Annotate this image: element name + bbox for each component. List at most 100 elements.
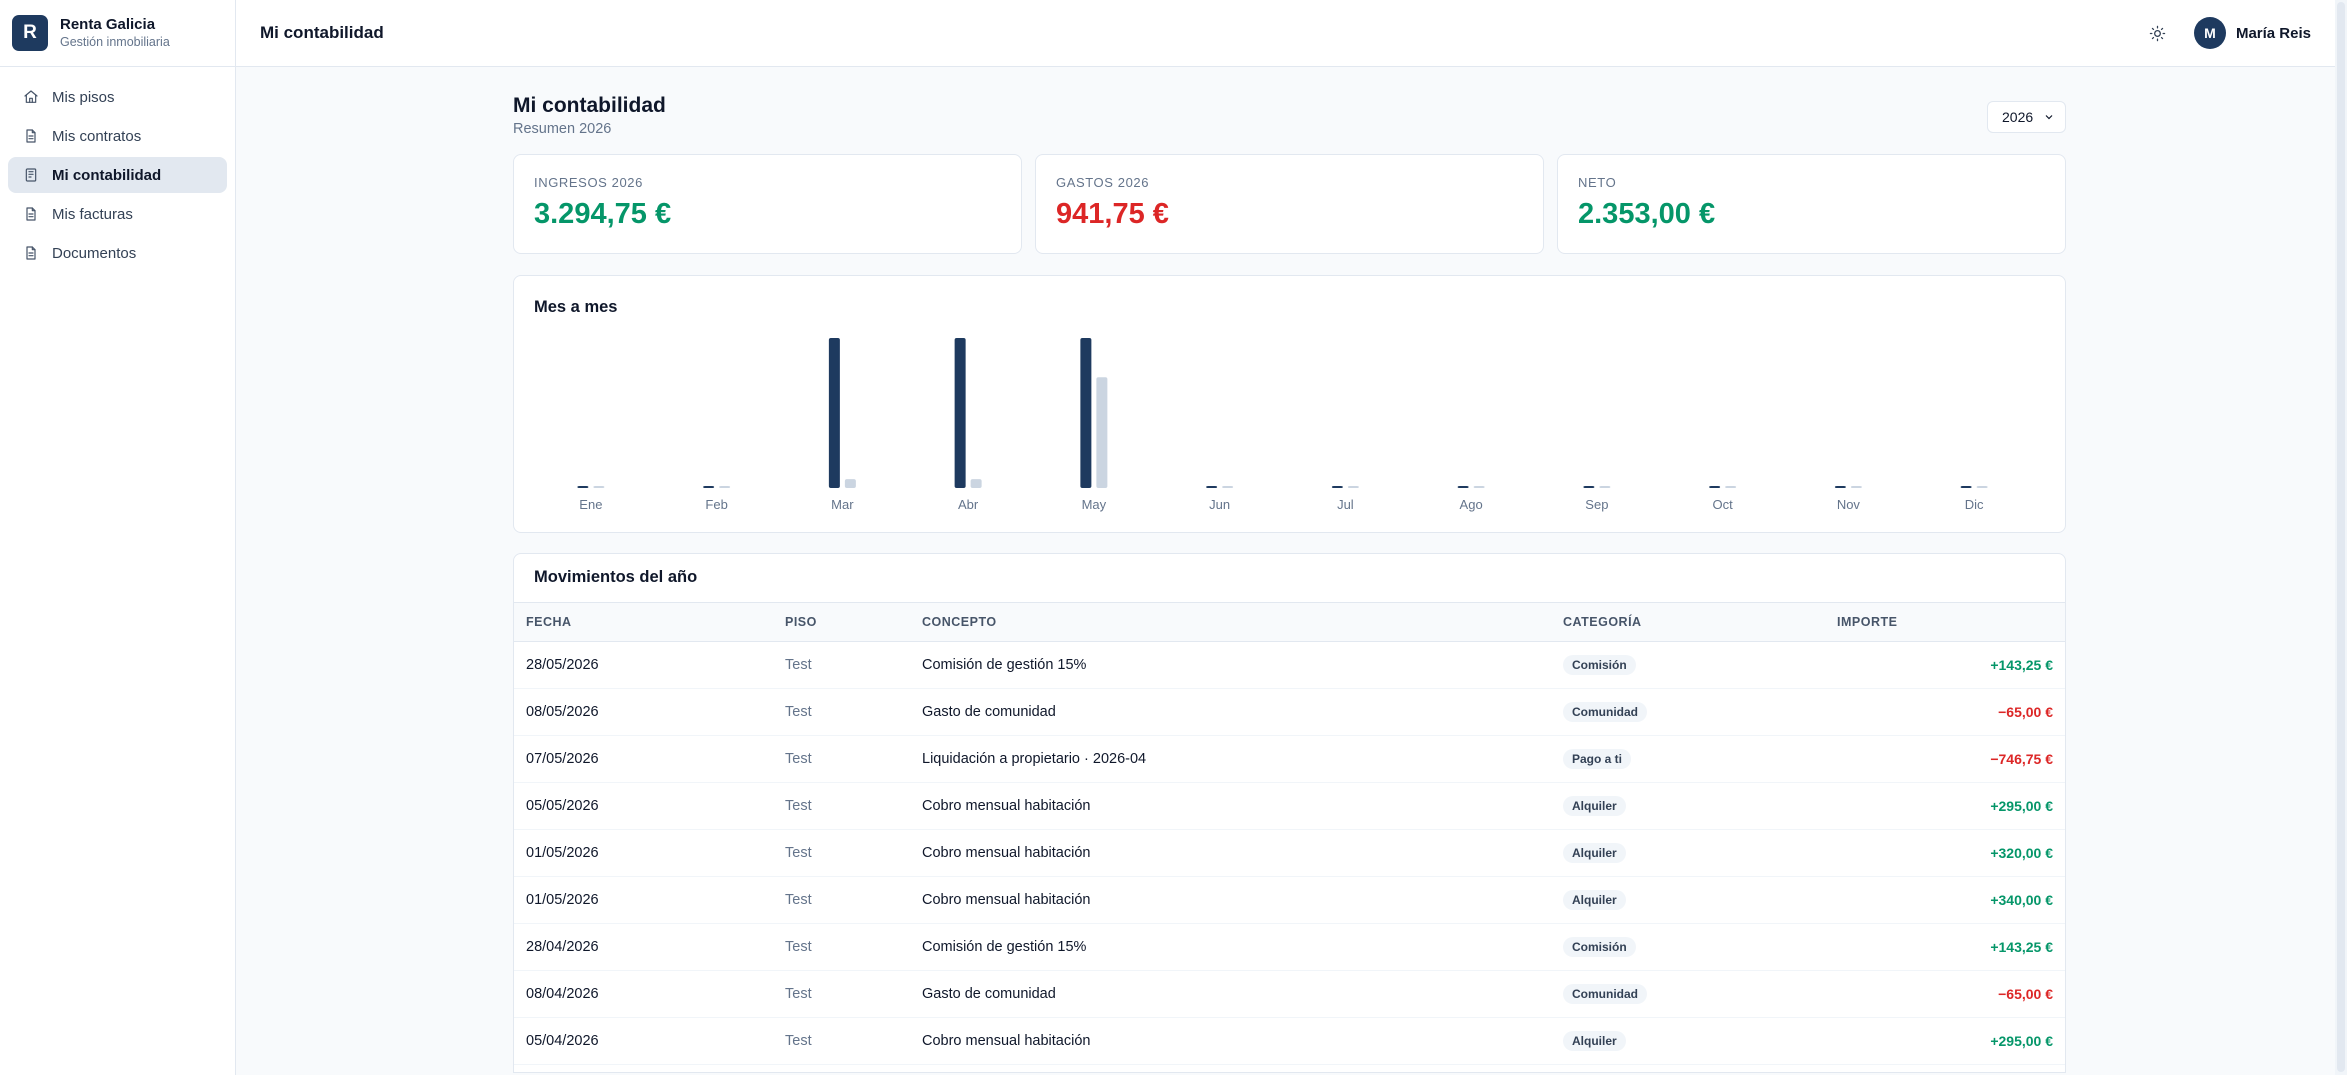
bar-sep-series-2[interactable] bbox=[1599, 486, 1611, 488]
column-header-concepto[interactable]: Concepto bbox=[922, 615, 997, 629]
x-tick-label: Nov bbox=[1837, 497, 1861, 512]
bar-mar-series-1[interactable] bbox=[828, 338, 840, 488]
sidebar-item-mi-contabilidad[interactable]: Mi contabilidad bbox=[8, 157, 227, 193]
cell-piso: Test bbox=[773, 688, 910, 736]
sidebar-item-mis-pisos[interactable]: Mis pisos bbox=[8, 79, 227, 115]
category-badge: Comunidad bbox=[1563, 702, 1647, 722]
table-row[interactable]: 05/05/2026 Test Cobro mensual habitación Al… bbox=[514, 782, 2065, 830]
cell-concepto: Cobro mensual habitación bbox=[910, 876, 1551, 924]
cell-fecha: 01/05/2026 bbox=[514, 876, 773, 924]
category-badge: Comisión bbox=[1563, 937, 1636, 957]
theme-toggle-button[interactable] bbox=[2142, 17, 2174, 49]
cell-importe: +143,25 € bbox=[1825, 923, 2065, 971]
sidebar-nav: Mis pisos Mis contratos Mi contabilidad … bbox=[0, 67, 235, 286]
card-label: Gastos 2026 bbox=[1056, 175, 1150, 190]
cell-concepto: Liquidación a propietario · 2026-04 bbox=[910, 735, 1551, 783]
table-row[interactable]: 01/05/2026 Test Cobro mensual habitación Al… bbox=[514, 876, 2065, 924]
bar-jul-series-1[interactable] bbox=[1331, 486, 1343, 488]
bar-mar-series-2[interactable] bbox=[844, 479, 856, 488]
cell-concepto: Gasto de comunidad bbox=[910, 970, 1551, 1018]
bar-sep-series-1[interactable] bbox=[1583, 486, 1595, 488]
cell-piso: Test bbox=[773, 641, 910, 689]
bar-nov-series-1[interactable] bbox=[1834, 486, 1846, 488]
bar-ene-series-1[interactable] bbox=[577, 486, 589, 488]
user-menu[interactable]: M María Reis bbox=[2193, 17, 2311, 49]
cell-categoria: Comisión bbox=[1551, 923, 1825, 971]
cell-piso: Test bbox=[773, 782, 910, 830]
brand-logo: R bbox=[12, 15, 48, 51]
card-label: Neto bbox=[1578, 175, 1617, 190]
summary-cards: Ingresos 2026 3.294,75 € Gastos 2026 941… bbox=[513, 154, 2066, 254]
bar-abr-series-2[interactable] bbox=[970, 479, 982, 488]
sun-icon bbox=[2150, 25, 2166, 41]
bar-abr-series-1[interactable] bbox=[954, 338, 966, 488]
bar-oct-series-1[interactable] bbox=[1709, 486, 1721, 488]
column-header-importe[interactable]: Importe bbox=[1837, 615, 1898, 629]
table-row[interactable]: 07/05/2026 Test Liquidación a propietario … bbox=[514, 735, 2065, 783]
bar-jun-series-2[interactable] bbox=[1222, 486, 1234, 488]
table-row[interactable]: 08/04/2026 Test Gasto de comunidad Comunida… bbox=[514, 970, 2065, 1018]
sidebar-item-documentos[interactable]: Documentos bbox=[8, 235, 227, 271]
cell-categoria: Alquiler bbox=[1551, 782, 1825, 830]
table-row[interactable]: 28/04/2026 Test Comisión de gestión 15% Com… bbox=[514, 923, 2065, 971]
sidebar-item-label: Documentos bbox=[52, 244, 137, 262]
bar-feb-series-1[interactable] bbox=[703, 486, 715, 488]
home-icon bbox=[22, 88, 40, 106]
category-badge: Comunidad bbox=[1563, 984, 1647, 1004]
category-badge: Alquiler bbox=[1563, 890, 1626, 910]
table-row[interactable]: 05/04/2026 Test Cobro mensual habitación Al… bbox=[514, 1017, 2065, 1065]
brand[interactable]: R Renta Galicia Gestión inmobiliaria bbox=[0, 0, 235, 67]
sidebar-item-label: Mis contratos bbox=[52, 127, 142, 145]
card-value: 941,75 € bbox=[1056, 198, 1169, 230]
x-tick-label: May bbox=[1082, 497, 1107, 512]
column-header-categoria[interactable]: Categoría bbox=[1563, 615, 1642, 629]
bar-ene-series-2[interactable] bbox=[593, 486, 605, 488]
sidebar-item-mis-contratos[interactable]: Mis contratos bbox=[8, 118, 227, 154]
cell-categoria: Alquiler bbox=[1551, 829, 1825, 877]
cell-concepto: Comisión de gestión 15% bbox=[910, 641, 1551, 689]
cell-importe: +320,00 € bbox=[1825, 829, 2065, 877]
cell-importe: −65,00 € bbox=[1825, 970, 2065, 1018]
user-name: María Reis bbox=[2235, 24, 2311, 42]
table-row[interactable]: 28/05/2026 Test Comisión de gestión 15% Com… bbox=[514, 641, 2065, 689]
category-badge: Comisión bbox=[1563, 655, 1636, 675]
table-row[interactable]: 01/05/2026 Test Cobro mensual habitación Al… bbox=[514, 829, 2065, 877]
bar-may-series-1[interactable] bbox=[1080, 338, 1092, 488]
x-tick-label: Jun bbox=[1209, 497, 1230, 512]
x-tick-label: Dic bbox=[1965, 497, 1984, 512]
bar-oct-series-2[interactable] bbox=[1725, 486, 1737, 488]
cell-importe: −746,75 € bbox=[1825, 735, 2065, 783]
category-badge: Alquiler bbox=[1563, 1031, 1626, 1051]
bar-dic-series-1[interactable] bbox=[1960, 486, 1972, 488]
page-heading: Mi contabilidad Resumen 2026 2026 bbox=[513, 93, 2066, 140]
category-badge: Alquiler bbox=[1563, 843, 1626, 863]
cell-concepto: Cobro mensual habitación bbox=[910, 829, 1551, 877]
bar-dic-series-2[interactable] bbox=[1976, 486, 1988, 488]
ledger-icon bbox=[22, 166, 40, 184]
scrollbar-thumb[interactable] bbox=[2337, 2, 2345, 1072]
cell-categoria: Comisión bbox=[1551, 641, 1825, 689]
movements-panel: Movimientos del año Fecha Piso Concepto … bbox=[513, 553, 2066, 1073]
monthly-chart-panel: Mes a mes Ene Feb Mar Abr May Jun Jul Ago Sep Oct… bbox=[513, 275, 2066, 533]
cell-concepto: Cobro mensual habitación bbox=[910, 782, 1551, 830]
cell-concepto: Comisión de gestión 15% bbox=[910, 923, 1551, 971]
table-row[interactable]: 08/05/2026 Test Gasto de comunidad Comunida… bbox=[514, 688, 2065, 736]
bar-jun-series-1[interactable] bbox=[1206, 486, 1218, 488]
sidebar-item-mis-facturas[interactable]: Mis facturas bbox=[8, 196, 227, 232]
top-header: Mi contabilidad M María Reis bbox=[236, 0, 2347, 67]
bar-may-series-2[interactable] bbox=[1096, 377, 1108, 488]
bar-ago-series-1[interactable] bbox=[1457, 486, 1469, 488]
cell-categoria: Alquiler bbox=[1551, 1017, 1825, 1065]
card-value: 3.294,75 € bbox=[534, 198, 672, 230]
bar-jul-series-2[interactable] bbox=[1347, 486, 1359, 488]
column-header-fecha[interactable]: Fecha bbox=[526, 615, 572, 629]
page-scrollbar[interactable] bbox=[2335, 0, 2347, 1075]
year-select[interactable]: 2026 bbox=[1987, 101, 2066, 133]
bar-ago-series-2[interactable] bbox=[1473, 486, 1485, 488]
bar-feb-series-2[interactable] bbox=[719, 486, 731, 488]
cell-importe: +295,00 € bbox=[1825, 1017, 2065, 1065]
document-icon bbox=[22, 127, 40, 145]
chevron-down-icon bbox=[2045, 115, 2053, 120]
column-header-piso[interactable]: Piso bbox=[785, 615, 817, 629]
bar-nov-series-2[interactable] bbox=[1850, 486, 1862, 488]
